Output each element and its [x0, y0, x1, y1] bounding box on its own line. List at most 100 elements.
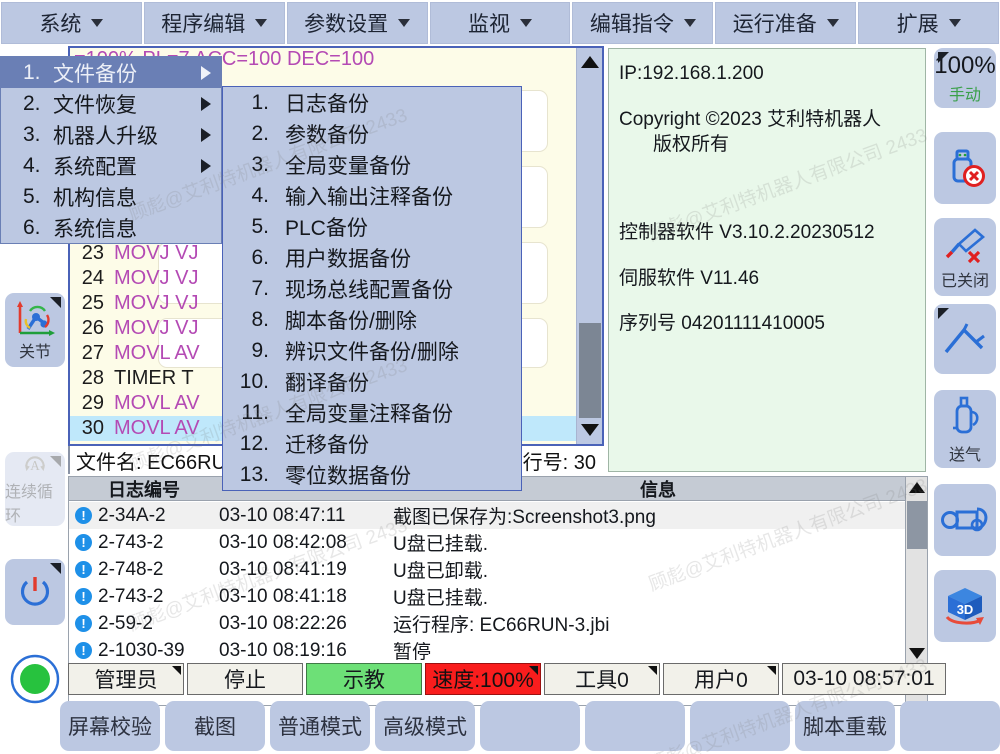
- log-id: 2-34A-2: [98, 504, 166, 526]
- speed-override-mode: 手动: [948, 86, 981, 104]
- wire-feed-button[interactable]: [934, 484, 996, 556]
- menu-edit-command[interactable]: 编辑指令: [572, 2, 714, 44]
- submenu-item-plc-backup[interactable]: 5. PLC备份: [223, 211, 521, 242]
- status-teach-mode[interactable]: 示教: [306, 663, 422, 695]
- submenu-item-global-variable-comment-backup[interactable]: 11. 全局变量注释备份: [223, 397, 521, 428]
- func-empty-6[interactable]: [585, 701, 685, 751]
- program-row[interactable]: 28 TIMER T: [70, 366, 602, 391]
- program-row-code: MOVL AV: [114, 392, 200, 414]
- submenu-item-num: 6.: [251, 245, 269, 269]
- program-scrollbar[interactable]: [576, 48, 602, 444]
- func-advanced-mode[interactable]: 高级模式: [375, 701, 475, 751]
- menu-parameter-settings[interactable]: 参数设置: [286, 2, 428, 44]
- cycle-mode-label: 连续循环: [5, 484, 54, 525]
- sysmenu-item-mechanism-info[interactable]: 5. 机构信息: [1, 181, 221, 212]
- sysmenu-item-file-backup[interactable]: 1. 文件备份: [1, 57, 221, 88]
- weld-status-button[interactable]: 已关闭: [934, 218, 996, 296]
- power-button[interactable]: [5, 559, 65, 625]
- submenu-item-translation-backup[interactable]: 10. 翻译备份: [223, 366, 521, 397]
- status-run-state[interactable]: 停止: [187, 663, 303, 695]
- log-id: 2-743-2: [98, 585, 164, 607]
- status-user-role-label: 管理员: [94, 669, 158, 692]
- scroll-up-icon[interactable]: [580, 56, 599, 68]
- program-row[interactable]: 26 MOVJ VJ: [70, 316, 602, 341]
- menu-edit-command-label: 编辑指令: [589, 13, 674, 36]
- program-row[interactable]: 25 MOVJ VJ: [70, 291, 602, 316]
- func-script-reload[interactable]: 脚本重载: [795, 701, 895, 751]
- table-row[interactable]: ! 2-1030-39 03-10 08:19:16 暂停: [69, 637, 905, 664]
- log-id: 2-1030-39: [98, 639, 185, 661]
- program-row-code: MOVJ VJ: [114, 317, 199, 339]
- log-scroll-thumb[interactable]: [907, 501, 927, 549]
- submenu-item-migration-backup[interactable]: 12. 迁移备份: [223, 428, 521, 459]
- scroll-down-icon[interactable]: [908, 648, 925, 659]
- chevron-right-icon: [201, 158, 211, 173]
- status-datetime-label: 03-10 08:57:01: [793, 667, 935, 690]
- status-user-role[interactable]: 管理员: [68, 663, 184, 695]
- corner-marker-icon: [767, 666, 776, 675]
- program-row[interactable]: 29 MOVL AV: [70, 391, 602, 416]
- chevron-right-icon: [201, 96, 211, 111]
- table-row[interactable]: ! 2-59-2 03-10 08:22:26 运行程序: EC66RUN-3.j…: [69, 610, 905, 637]
- speed-override-button[interactable]: 100% 手动: [934, 48, 996, 108]
- submenu-item-io-comment-backup[interactable]: 4. 输入输出注释备份: [223, 180, 521, 211]
- func-normal-mode[interactable]: 普通模式: [270, 701, 370, 751]
- func-empty-9[interactable]: [900, 701, 1000, 751]
- status-speed[interactable]: 速度:100%: [425, 663, 541, 695]
- log-message: U盘已挂载.: [393, 534, 489, 555]
- cycle-mode-button[interactable]: A 连续循环: [5, 452, 65, 526]
- sysmenu-item-robot-upgrade[interactable]: 3. 机器人升级: [1, 119, 221, 150]
- coordinate-system-button[interactable]: 关节: [5, 293, 65, 367]
- func-screen-calibration[interactable]: 屏幕校验: [60, 701, 160, 751]
- view-3d-button[interactable]: 3D: [934, 570, 996, 642]
- sysmenu-item-system-config[interactable]: 4. 系统配置: [1, 150, 221, 181]
- log-scrollbar[interactable]: [905, 477, 927, 705]
- submenu-item-zero-data-backup[interactable]: 13. 零位数据备份: [223, 459, 521, 490]
- scroll-up-icon[interactable]: [908, 482, 925, 493]
- chevron-down-icon: [683, 19, 696, 27]
- servo-ready-button[interactable]: [5, 649, 65, 709]
- func-empty-5[interactable]: [480, 701, 580, 751]
- menu-system[interactable]: 系统: [1, 2, 142, 44]
- func-screenshot[interactable]: 截图: [165, 701, 265, 751]
- gas-feed-button[interactable]: 送气: [934, 390, 996, 468]
- info-icon: !: [75, 507, 92, 524]
- submenu-item-user-data-backup[interactable]: 6. 用户数据备份: [223, 242, 521, 273]
- submenu-item-log-backup[interactable]: 1. 日志备份: [223, 87, 521, 118]
- func-empty-7[interactable]: [690, 701, 790, 751]
- menu-extend[interactable]: 扩展: [858, 2, 1000, 44]
- program-scroll-thumb[interactable]: [579, 323, 601, 418]
- sysmenu-item-num: 1.: [23, 60, 41, 84]
- menu-run-prepare[interactable]: 运行准备: [715, 2, 857, 44]
- submenu-item-identification-file-backup-delete[interactable]: 9. 辨识文件备份/删除: [223, 335, 521, 366]
- submenu-item-label: PLC备份: [285, 216, 368, 240]
- status-user-coord[interactable]: 用户0: [663, 663, 779, 695]
- corner-marker-icon: [938, 308, 949, 319]
- submenu-item-parameter-backup[interactable]: 2. 参数备份: [223, 118, 521, 149]
- table-row[interactable]: ! 2-34A-2 03-10 08:47:11 截图已保存为:Screensho…: [69, 502, 905, 529]
- scroll-down-icon[interactable]: [580, 424, 599, 436]
- weld-torch-off-icon: [945, 227, 986, 263]
- menu-monitor[interactable]: 监视: [429, 2, 571, 44]
- submenu-item-global-variable-backup[interactable]: 3. 全局变量备份: [223, 149, 521, 180]
- sysmenu-item-system-info[interactable]: 6. 系统信息: [1, 212, 221, 243]
- table-row[interactable]: ! 2-748-2 03-10 08:41:19 U盘已卸载.: [69, 556, 905, 583]
- sysmenu-item-file-restore[interactable]: 2. 文件恢复: [1, 88, 221, 119]
- submenu-item-script-backup-delete[interactable]: 8. 脚本备份/删除: [223, 304, 521, 335]
- submenu-item-fieldbus-config-backup[interactable]: 7. 现场总线配置备份: [223, 273, 521, 304]
- table-row[interactable]: ! 2-743-2 03-10 08:41:18 U盘已挂载.: [69, 583, 905, 610]
- submenu-item-num: 11.: [241, 400, 269, 424]
- program-row[interactable]: 24 MOVJ VJ: [70, 266, 602, 291]
- status-tool[interactable]: 工具0: [544, 663, 660, 695]
- program-row[interactable]: 27 MOVL AV: [70, 341, 602, 366]
- submenu-item-label: 翻译备份: [285, 371, 369, 395]
- torch-button[interactable]: [934, 304, 996, 374]
- servo-ready-icon: [10, 654, 60, 704]
- submenu-item-label: 日志备份: [285, 92, 369, 116]
- menu-program-edit[interactable]: 程序编辑: [143, 2, 285, 44]
- usb-status-button[interactable]: [934, 132, 996, 204]
- status-teach-mode-label: 示教: [343, 669, 385, 692]
- table-row[interactable]: ! 2-743-2 03-10 08:42:08 U盘已挂载.: [69, 529, 905, 556]
- program-row[interactable]: 23 MOVJ VJ: [70, 241, 602, 266]
